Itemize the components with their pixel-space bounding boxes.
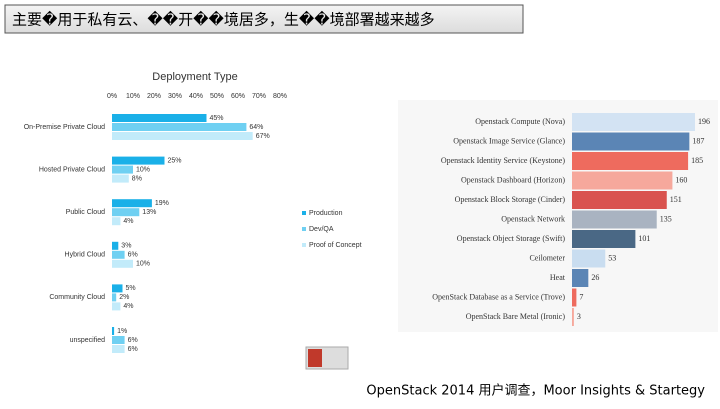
bar — [112, 336, 125, 344]
category-label: Openstack Block Storage (Cinder) — [455, 195, 566, 204]
legend-swatch — [302, 211, 306, 215]
bar — [112, 123, 247, 131]
bar — [572, 132, 690, 151]
bar — [112, 208, 140, 217]
value-label: 53 — [608, 253, 616, 262]
x-tick-label: 80% — [273, 93, 287, 100]
bar — [112, 345, 125, 353]
category-label: Public Cloud — [66, 209, 105, 216]
bar — [112, 165, 133, 174]
category-label: OpenStack Database as a Service (Trove) — [432, 292, 565, 301]
bar — [112, 259, 133, 268]
bar — [572, 113, 695, 131]
value-label: 160 — [675, 175, 687, 184]
legend-label: Production — [309, 210, 343, 217]
bar — [572, 171, 673, 190]
x-tick-label: 10% — [126, 93, 140, 100]
value-label: 187 — [692, 136, 704, 145]
value-label: 13% — [142, 209, 156, 216]
bar — [112, 174, 129, 183]
x-tick-label: 0% — [107, 93, 117, 100]
bar — [112, 327, 115, 335]
value-label: 151 — [670, 195, 682, 204]
chart-deployment: Deployment Type 0% 10% 20% 30% 40% 50% 60% 70% 8… — [24, 71, 362, 353]
value-label: 10% — [136, 261, 150, 268]
value-label: 25% — [168, 157, 182, 164]
category-label: Openstack Image Service (Glance) — [453, 136, 565, 145]
category-label: OpenStack Bare Metal (Ironic) — [466, 312, 566, 321]
category-label: Openstack Network — [501, 214, 565, 223]
category-label: Ceilometer — [529, 253, 565, 262]
category-label: Hybrid Cloud — [65, 252, 106, 259]
value-label: 6% — [128, 252, 138, 259]
category-label: unspecified — [70, 337, 106, 344]
value-label: 4% — [123, 303, 133, 310]
x-tick-label: 60% — [231, 93, 245, 100]
bar — [572, 210, 657, 229]
category-label: Openstack Object Storage (Swift) — [457, 234, 566, 243]
legend-swatch — [302, 243, 306, 247]
category-label: Openstack Compute (Nova) — [475, 117, 565, 126]
x-tick-label: 70% — [252, 93, 266, 100]
category-label: On-Premise Private Cloud — [24, 124, 105, 131]
chart-title: Deployment Type — [152, 71, 237, 83]
bar — [112, 302, 121, 311]
legend-label: Proof of Concept — [309, 242, 362, 249]
value-label: 5% — [126, 285, 136, 292]
bar — [112, 250, 125, 259]
bar — [572, 308, 574, 326]
value-label: 45% — [210, 115, 224, 122]
legend-swatch — [302, 227, 306, 231]
value-label: 10% — [136, 166, 150, 173]
value-label: 3 — [577, 312, 581, 321]
bar — [112, 241, 119, 250]
value-label: 6% — [128, 346, 138, 353]
value-label: 26 — [591, 273, 599, 282]
value-label: 7 — [579, 292, 583, 301]
value-label: 6% — [128, 337, 138, 344]
title-box — [4, 4, 524, 34]
bar — [112, 217, 121, 226]
x-tick-label: 30% — [168, 93, 182, 100]
bar — [572, 269, 589, 287]
bar — [572, 249, 606, 268]
value-label: 8% — [132, 175, 142, 182]
value-label: 19% — [155, 200, 169, 207]
value-label: 1% — [117, 328, 127, 335]
category-label: Openstack Identity Service (Keystone) — [441, 156, 566, 165]
slide-title: 主要�用于私有云、��开��境居多，生��境部署越来越多 — [12, 11, 435, 29]
bar — [112, 284, 123, 293]
x-tick-label: 50% — [210, 93, 224, 100]
category-label: Community Cloud — [49, 294, 105, 301]
category-label: Heat — [550, 273, 566, 282]
logo-mark — [308, 349, 322, 367]
bar — [112, 132, 253, 140]
bar — [572, 288, 577, 307]
value-label: 185 — [691, 156, 703, 165]
bar — [112, 114, 207, 122]
value-label: 196 — [698, 117, 710, 126]
value-label: 3% — [121, 243, 131, 250]
chart-projects: Openstack Compute (Nova) 196 Openstack Ima… — [432, 113, 710, 326]
bar — [112, 156, 165, 165]
bar — [112, 293, 117, 302]
value-label: 67% — [256, 133, 270, 140]
value-label: 4% — [123, 218, 133, 225]
value-label: 64% — [249, 124, 263, 131]
value-label: 101 — [638, 234, 650, 243]
bar — [572, 191, 667, 209]
category-label: Openstack Dashboard (Horizon) — [461, 175, 565, 184]
bar — [572, 152, 689, 170]
legend-label: Dev/QA — [309, 226, 334, 233]
source: OpenStack 2014 用户调查，Moor Insights & Star… — [366, 383, 705, 399]
value-label: 2% — [119, 294, 129, 301]
x-tick-label: 40% — [189, 93, 203, 100]
bar — [112, 199, 152, 208]
value-label: 135 — [660, 214, 672, 223]
bar — [572, 230, 636, 248]
x-tick-label: 20% — [147, 93, 161, 100]
category-label: Hosted Private Cloud — [39, 166, 105, 173]
